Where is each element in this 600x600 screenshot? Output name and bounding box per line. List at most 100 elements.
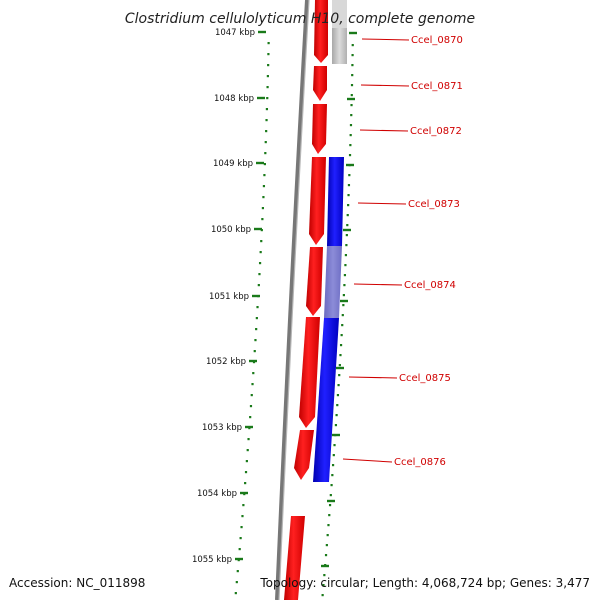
ruler-minor-tick xyxy=(249,416,252,419)
outer-minor-tick xyxy=(341,324,344,327)
feature-ccel-0871[interactable] xyxy=(313,66,327,101)
feature-ccel-0873-reverse[interactable] xyxy=(327,157,344,246)
outer-minor-tick xyxy=(339,354,342,357)
gene-label[interactable]: Ccel_0873 xyxy=(408,199,460,210)
outer-minor-tick xyxy=(336,394,340,397)
outer-minor-tick xyxy=(349,134,352,137)
ruler-label: 1054 kbp xyxy=(197,489,237,499)
feature-ccel-0872[interactable] xyxy=(312,104,327,154)
ruler-minor-tick xyxy=(252,361,256,364)
ruler-minor-tick xyxy=(242,504,245,507)
outer-minor-tick xyxy=(338,374,341,377)
outer-minor-tick xyxy=(342,304,345,307)
outer-minor-tick xyxy=(331,474,334,477)
ruler-minor-tick xyxy=(238,548,241,551)
outer-minor-tick xyxy=(342,294,345,297)
gene-label[interactable]: Ccel_0874 xyxy=(404,280,456,291)
gene-label[interactable]: Ccel_0870 xyxy=(411,35,463,46)
ruler-minor-tick xyxy=(266,86,269,89)
feature-ccel-0870[interactable] xyxy=(314,0,328,63)
outer-minor-tick xyxy=(349,144,352,147)
ruler-minor-tick xyxy=(263,174,266,177)
outer-minor-tick xyxy=(332,454,335,457)
ruler-minor-tick xyxy=(259,251,262,254)
ruler: 1047 kbp 1048 kbp 1049 kbp 1050 kbp 1051 kbp… xyxy=(192,28,266,565)
ruler-minor-tick xyxy=(265,108,269,111)
feature-ccel-0875-reverse[interactable] xyxy=(313,318,339,482)
ruler-minor-tick xyxy=(263,163,266,166)
outer-minor-tick xyxy=(351,74,354,77)
ruler-minor-tick xyxy=(262,185,266,188)
ruler-minor-tick xyxy=(254,339,257,342)
outer-minor-tick xyxy=(344,264,347,267)
ruler-minor-tick xyxy=(236,570,239,573)
outer-minor-tick xyxy=(328,504,332,507)
outer-minor-tick xyxy=(351,54,354,57)
outer-minor-tick xyxy=(348,174,351,177)
ruler-label: 1051 kbp xyxy=(209,292,249,302)
outer-minor-tick xyxy=(328,514,331,517)
outer-minor-tick xyxy=(350,84,354,87)
outer-minor-tick xyxy=(340,334,343,337)
feature-ccel-0875[interactable] xyxy=(299,317,320,428)
ruler-minor-tick xyxy=(266,97,269,100)
ruler-minor-tick xyxy=(243,493,246,496)
outer-minor-tick xyxy=(326,534,329,537)
ruler-minor-tick xyxy=(267,42,270,45)
ruler-minor-tick xyxy=(250,394,253,397)
ruler-minor-tick xyxy=(260,229,263,232)
ruler-minor-tick xyxy=(255,328,258,331)
outer-minor-tick xyxy=(347,184,351,187)
outer-minor-tick xyxy=(338,364,341,367)
ruler-minor-tick xyxy=(258,273,261,276)
outer-minor-tick xyxy=(336,404,339,407)
outer-minor-tick xyxy=(346,214,349,217)
gene-labels: Ccel_0870 Ccel_0871 Ccel_0872 Ccel_0873 Ccel… xyxy=(342,35,463,468)
outer-minor-tick xyxy=(334,424,338,427)
ruler-minor-tick xyxy=(252,372,255,375)
gene-label[interactable]: Ccel_0871 xyxy=(411,81,463,92)
feature-ccel-0873[interactable] xyxy=(309,157,326,245)
gene-label[interactable]: Ccel_0872 xyxy=(410,126,462,137)
ruler-minor-tick xyxy=(267,53,270,56)
outer-minor-tick xyxy=(324,554,328,557)
ruler-label: 1053 kbp xyxy=(202,423,242,433)
ruler-minor-tick xyxy=(239,537,242,540)
outer-minor-tick xyxy=(337,384,340,387)
gene-label[interactable]: Ccel_0875 xyxy=(399,373,451,384)
feature-ccel-0876[interactable] xyxy=(294,430,314,480)
gene-leader-line xyxy=(348,376,398,379)
ruler-label: 1047 kbp xyxy=(215,28,255,38)
ruler-minor-tick xyxy=(257,295,260,298)
outer-minor-tick xyxy=(350,94,353,97)
ruler-minor-tick xyxy=(248,427,251,430)
feature-ccel-0874[interactable] xyxy=(306,247,323,316)
ruler-minor-tick xyxy=(260,240,263,243)
outer-minor-tick xyxy=(325,544,328,547)
outer-minor-tick xyxy=(322,584,325,587)
feature-ccel-0870-reverse[interactable] xyxy=(332,28,347,64)
ruler-label: 1048 kbp xyxy=(214,94,254,104)
outer-minor-tick xyxy=(331,464,335,467)
ruler-minor-tick xyxy=(253,350,256,353)
outer-minor-tick xyxy=(323,574,326,577)
outer-minor-tick xyxy=(347,194,350,197)
gene-leader-line xyxy=(353,283,403,286)
outer-minor-tick xyxy=(345,244,348,247)
gene-leader-line xyxy=(360,84,410,87)
ruler-minor-tick xyxy=(265,119,268,122)
ruler-minor-tick xyxy=(251,383,254,386)
gene-label[interactable]: Ccel_0876 xyxy=(394,457,446,468)
ruler-minor-tick xyxy=(262,196,265,199)
ruler-label: 1055 kbp xyxy=(192,555,232,565)
outer-minor-tick xyxy=(343,274,347,277)
feature-unlabeled-red[interactable] xyxy=(284,516,305,600)
outer-minor-tick xyxy=(345,234,348,237)
ruler-minor-tick xyxy=(237,559,240,562)
ruler-minor-tick xyxy=(264,141,267,144)
feature-ccel-0874-reverse[interactable] xyxy=(324,246,342,318)
outer-minor-tick xyxy=(349,124,353,127)
outer-minor-tick xyxy=(333,444,336,447)
ruler-minor-tick xyxy=(257,284,260,287)
